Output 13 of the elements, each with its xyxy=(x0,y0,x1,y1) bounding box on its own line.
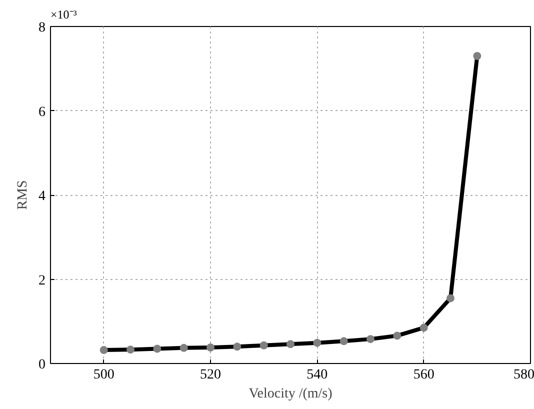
y-tick-label: 6 xyxy=(38,104,46,120)
x-tick-label: 540 xyxy=(306,368,328,382)
y-tick-label: 2 xyxy=(38,273,46,288)
y-axis-title: RMS xyxy=(16,180,30,210)
x-axis-title: Velocity /(m/s) xyxy=(248,386,333,402)
y-tick-label: 4 xyxy=(38,189,46,204)
x-tick-label: 560 xyxy=(413,368,434,382)
y-tick-label: 0 xyxy=(38,358,46,372)
x-tick-label: 520 xyxy=(200,368,221,382)
text: ×10⁻³ xyxy=(50,8,78,22)
x-tick-label: 500 xyxy=(93,368,114,382)
x-tick-label: 580 xyxy=(514,368,534,382)
y-tick-label: 8 xyxy=(38,20,46,36)
